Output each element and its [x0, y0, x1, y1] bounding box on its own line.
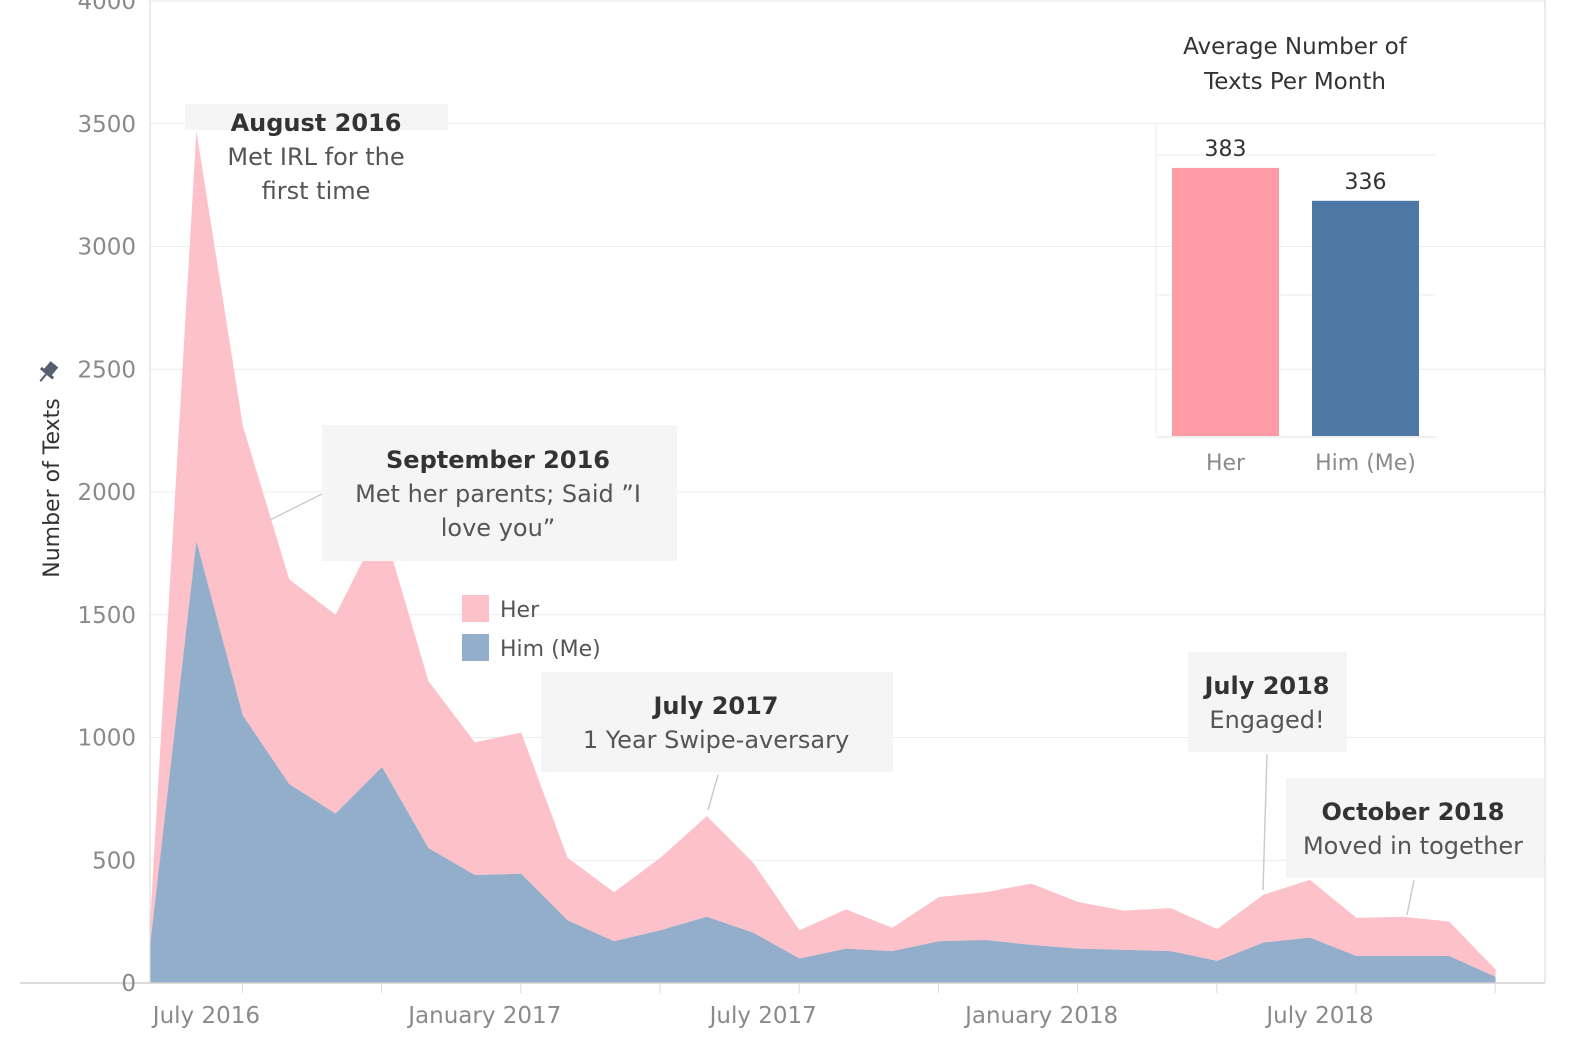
annotation-title: July 2017	[651, 692, 778, 720]
y-tick-label: 2000	[77, 480, 136, 506]
x-tick-label: January 2018	[963, 1003, 1118, 1029]
annotation-text: Engaged!	[1209, 706, 1324, 734]
annotation-title: September 2016	[386, 446, 610, 474]
annotation-box	[1188, 652, 1347, 752]
annotation-text: Moved in together	[1303, 832, 1523, 860]
y-axis-label: Number of Texts	[40, 398, 65, 578]
annotation-leader	[269, 493, 323, 521]
inset-bar	[1312, 200, 1419, 436]
annotation-leader	[1262, 753, 1268, 891]
annotation-text: love you”	[441, 514, 555, 542]
area-him	[150, 541, 1496, 983]
annotation-title: July 2018	[1202, 672, 1329, 700]
annotation-text: 1 Year Swipe-aversary	[583, 726, 849, 754]
inset-title: Texts Per Month	[1203, 69, 1386, 95]
y-tick-label: 3500	[77, 112, 136, 138]
annotation-box	[1286, 778, 1544, 878]
annotation: July 2017 1 Year Swipe-aversary	[541, 672, 893, 772]
annotation-title: October 2018	[1321, 798, 1504, 826]
axes	[20, 0, 1546, 993]
legend-label: Her	[500, 598, 540, 623]
y-tick-label: 1000	[77, 726, 136, 752]
y-tick-labels: 0 500 1000 1500 2000 2500 3000 3500 4000	[77, 0, 136, 997]
x-tick-label: July 2018	[1264, 1003, 1373, 1029]
annotation-text: first time	[262, 177, 371, 205]
area-series	[150, 131, 1496, 983]
annotation-text: Met her parents; Said ”I	[355, 480, 641, 508]
x-tick-label: July 2017	[708, 1003, 817, 1029]
annotation-title: August 2016	[231, 109, 402, 137]
annotation: July 2018 Engaged!	[1188, 652, 1347, 752]
x-tick-label: July 2016	[151, 1003, 260, 1029]
legend: Her Him (Me)	[462, 595, 601, 662]
x-tick-label: January 2017	[406, 1003, 561, 1029]
annotation-leaders	[269, 493, 1415, 916]
annotation: August 2016 Met IRL for the first time	[185, 104, 448, 205]
pin-icon[interactable]	[34, 359, 60, 386]
annotation-box	[322, 425, 677, 561]
annotation-leader	[707, 774, 719, 811]
annotation-box	[541, 672, 893, 772]
annotations: August 2016 Met IRL for the first time Sept…	[185, 104, 1544, 878]
y-tick-label: 4000	[77, 0, 136, 15]
y-tick-label: 500	[92, 848, 136, 874]
inset-category-label: Her	[1206, 451, 1246, 476]
y-tick-label: 2500	[77, 357, 136, 383]
inset-title: Average Number of	[1183, 34, 1408, 60]
y-tick-label: 3000	[77, 235, 136, 261]
inset-category-label: Him (Me)	[1315, 451, 1416, 476]
area-her	[150, 131, 1496, 977]
x-tick-labels: July 2016 January 2017 July 2017 January 20…	[151, 1003, 1374, 1029]
inset-bar-value: 383	[1205, 137, 1247, 162]
annotation: September 2016 Met her parents; Said ”I lo…	[322, 425, 677, 561]
y-tick-label: 0	[121, 971, 136, 997]
y-tick-label: 1500	[77, 603, 136, 629]
inset-bar-chart: Average Number of Texts Per Month 383 Her 33…	[1155, 34, 1436, 476]
annotation-box	[185, 104, 448, 130]
legend-label: Him (Me)	[500, 637, 601, 662]
annotation-leader	[1406, 879, 1415, 916]
legend-swatch	[462, 634, 489, 661]
inset-bar-value: 336	[1345, 170, 1387, 195]
legend-swatch	[462, 595, 489, 622]
annotation: October 2018 Moved in together	[1286, 778, 1544, 878]
annotation-text: Met IRL for the	[227, 143, 404, 171]
inset-bar	[1172, 167, 1279, 436]
